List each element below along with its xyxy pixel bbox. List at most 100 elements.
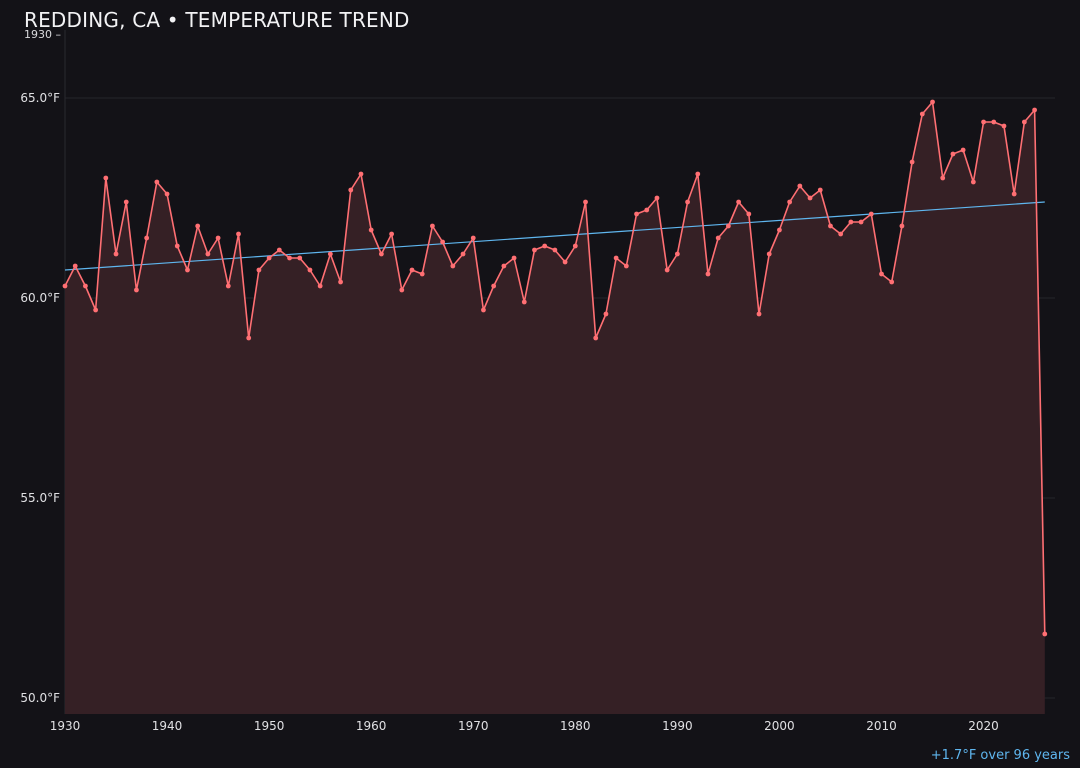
data-point: [246, 335, 252, 341]
data-point: [746, 211, 752, 217]
data-point: [787, 199, 793, 205]
data-point: [899, 223, 905, 229]
series-area: [65, 102, 1045, 714]
data-point: [715, 235, 721, 241]
data-point: [72, 263, 78, 269]
data-point: [521, 299, 527, 305]
data-point: [807, 195, 813, 201]
data-point: [348, 187, 354, 193]
x-tick-label: 1960: [356, 719, 387, 733]
data-point: [572, 243, 578, 249]
data-point: [634, 211, 639, 217]
data-point: [930, 99, 935, 105]
x-axis: 1930 1940 1950 1960 1970 1980 1990 2000 2010 2020: [50, 719, 999, 733]
data-point: [685, 199, 690, 205]
data-point: [501, 263, 507, 269]
data-point: [338, 279, 343, 285]
data-point: [256, 267, 262, 273]
data-point: [440, 239, 446, 245]
data-point: [919, 111, 925, 117]
data-point: [399, 287, 405, 293]
data-point: [644, 207, 650, 213]
data-point: [695, 171, 701, 177]
data-point: [858, 219, 864, 225]
data-point: [981, 119, 986, 125]
data-point: [154, 179, 160, 185]
data-point: [950, 151, 956, 157]
data-point: [307, 267, 313, 273]
x-tick-label: 1980: [560, 719, 591, 733]
data-point: [960, 147, 966, 153]
data-point: [185, 267, 190, 273]
data-point: [236, 231, 241, 237]
data-point: [266, 255, 272, 261]
data-point: [797, 183, 803, 189]
x-tick-label: 1970: [458, 719, 489, 733]
data-point: [828, 223, 833, 229]
data-point: [297, 255, 303, 261]
y-axis: 50.0°F 55.0°F 60.0°F 65.0°F: [20, 91, 60, 705]
data-point: [174, 243, 180, 249]
data-point: [848, 219, 854, 225]
data-point: [664, 267, 670, 273]
x-tick-label: 1930: [50, 719, 81, 733]
x-tick-label: 1990: [662, 719, 693, 733]
data-point: [756, 311, 762, 317]
data-point: [62, 283, 68, 289]
trend-summary: +1.7°F over 96 years: [930, 748, 1070, 763]
data-point: [419, 271, 425, 277]
data-point: [317, 283, 323, 289]
data-point: [491, 283, 497, 289]
data-point: [481, 307, 486, 313]
data-points: [62, 99, 1048, 637]
data-point: [195, 223, 201, 229]
data-point: [215, 235, 221, 241]
data-point: [991, 119, 997, 125]
data-point: [654, 195, 660, 201]
data-point: [123, 199, 129, 205]
data-point: [623, 263, 629, 269]
trend-line: [64, 201, 1045, 271]
data-point: [460, 251, 466, 257]
data-point: [450, 263, 456, 269]
data-point: [1001, 123, 1007, 129]
data-point: [726, 223, 731, 229]
data-point: [552, 247, 558, 253]
data-point: [736, 199, 742, 205]
data-point: [287, 255, 292, 261]
data-point: [1032, 107, 1037, 113]
data-point: [103, 175, 109, 181]
data-point: [409, 267, 415, 273]
data-point: [113, 251, 119, 257]
data-point: [134, 287, 139, 293]
data-point: [613, 255, 619, 261]
data-point: [389, 231, 394, 237]
data-point: [470, 235, 476, 241]
data-point: [93, 307, 99, 313]
data-point: [562, 259, 568, 265]
data-point: [83, 283, 88, 289]
data-point: [868, 211, 874, 217]
data-point: [205, 251, 211, 257]
x-tick-label: 2020: [968, 719, 999, 733]
x-tick-label: 1950: [254, 719, 285, 733]
y-tick-label: 55.0°F: [20, 491, 60, 505]
data-point: [542, 243, 548, 249]
data-point: [879, 271, 884, 277]
data-point: [1011, 191, 1017, 197]
data-point: [511, 255, 517, 261]
data-point: [889, 279, 895, 285]
trend-line-group: [64, 201, 1045, 271]
y-tick-label: 60.0°F: [20, 291, 60, 305]
data-point: [777, 227, 782, 233]
x-tick-label: 2000: [764, 719, 795, 733]
y-tick-label: 50.0°F: [20, 691, 60, 705]
data-point: [817, 187, 823, 193]
x-tick-label: 2010: [866, 719, 897, 733]
data-point: [766, 251, 772, 257]
data-point: [532, 247, 537, 253]
data-point: [940, 175, 946, 181]
data-point: [1021, 119, 1027, 125]
data-point: [378, 251, 384, 257]
